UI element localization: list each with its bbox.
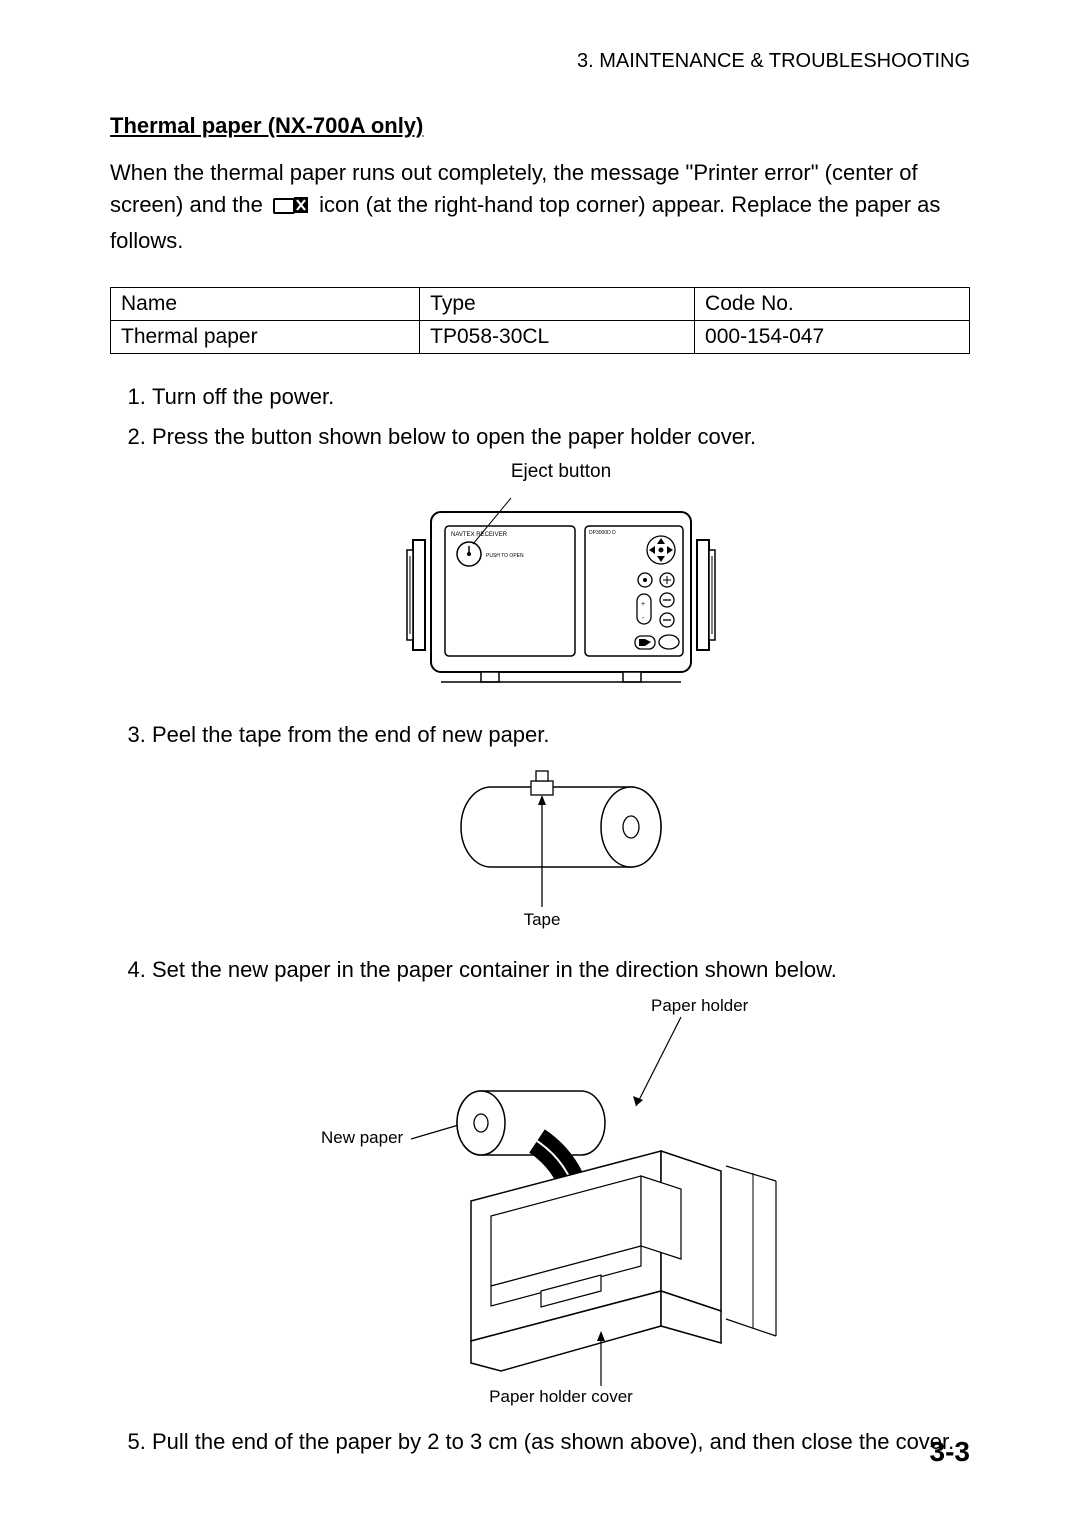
paper-holder-label: Paper holder xyxy=(651,996,749,1015)
paper-roll-svg: Tape xyxy=(431,757,691,937)
step-3: Peel the tape from the end of new paper.… xyxy=(152,720,970,937)
td-type: TP058-30CL xyxy=(420,320,695,353)
tape-label: Tape xyxy=(524,910,561,929)
svg-text:DP3000D D: DP3000D D xyxy=(589,530,616,536)
new-paper-label: New paper xyxy=(321,1128,404,1147)
figure-paper-holder: Paper holder New paper xyxy=(152,991,970,1409)
table-header-row: Name Type Code No. xyxy=(111,287,970,320)
paper-holder-cover-label: Paper holder cover xyxy=(152,1385,970,1409)
th-name: Name xyxy=(111,287,420,320)
printer-error-icon xyxy=(273,193,309,225)
steps-list: Turn off the power. Press the button sho… xyxy=(110,382,970,1458)
page: 3. MAINTENANCE & TROUBLESHOOTING Thermal… xyxy=(0,0,1080,1528)
step-1: Turn off the power. xyxy=(152,382,970,413)
fig1-caption: Eject button xyxy=(152,459,970,486)
section-title: Thermal paper (NX-700A only) xyxy=(110,113,970,139)
svg-text:+: + xyxy=(641,601,645,608)
td-name: Thermal paper xyxy=(111,320,420,353)
step-2-text: Press the button shown below to open the… xyxy=(152,424,756,449)
parts-table: Name Type Code No. Thermal paper TP058-3… xyxy=(110,287,970,354)
paper-holder-svg: Paper holder New paper xyxy=(281,991,841,1391)
table-row: Thermal paper TP058-30CL 000-154-047 xyxy=(111,320,970,353)
td-code: 000-154-047 xyxy=(695,320,970,353)
svg-text:PUSH TO OPEN: PUSH TO OPEN xyxy=(486,553,524,559)
th-type: Type xyxy=(420,287,695,320)
th-code: Code No. xyxy=(695,287,970,320)
figure-tape: Tape xyxy=(152,757,970,937)
figure-eject-button: Eject button NAVTEX RECEIVER xyxy=(152,459,970,702)
page-header: 3. MAINTENANCE & TROUBLESHOOTING xyxy=(110,50,970,73)
step-4-text: Set the new paper in the paper container… xyxy=(152,957,837,982)
step-5: Pull the end of the paper by 2 to 3 cm (… xyxy=(152,1427,970,1458)
device-svg: NAVTEX RECEIVER PUSH TO OPEN DP3000D D xyxy=(391,492,731,702)
intro-paragraph: When the thermal paper runs out complete… xyxy=(110,157,970,257)
page-number: 3-3 xyxy=(930,1436,970,1468)
step-2: Press the button shown below to open the… xyxy=(152,422,970,701)
step-4: Set the new paper in the paper container… xyxy=(152,955,970,1410)
step-3-text: Peel the tape from the end of new paper. xyxy=(152,722,550,747)
